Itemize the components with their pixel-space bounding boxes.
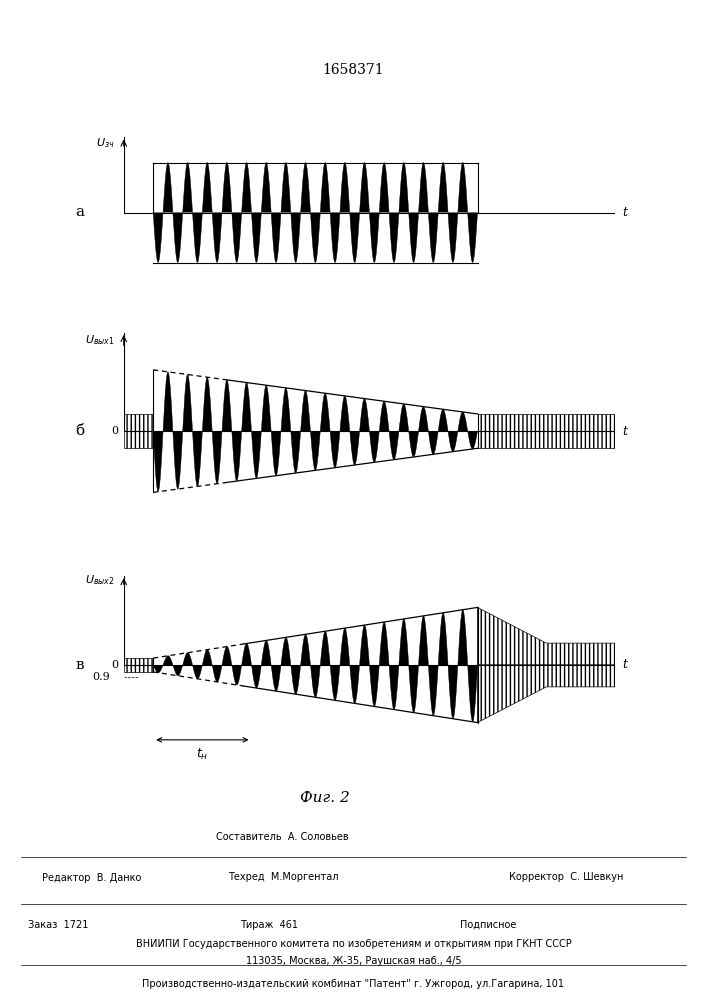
Text: $U_{вых1}$: $U_{вых1}$ [85,333,115,347]
Text: Корректор  С. Шевкун: Корректор С. Шевкун [509,872,624,883]
Text: в: в [75,658,83,672]
Text: 0: 0 [112,426,119,436]
Polygon shape [477,607,615,665]
Text: Фиг. 2: Фиг. 2 [300,790,350,804]
Text: 0: 0 [112,660,119,670]
Polygon shape [477,665,615,723]
Bar [124,658,153,665]
Text: б: б [75,424,84,438]
Text: Составитель  А. Соловьев: Составитель А. Соловьев [216,832,349,842]
Text: $t_{н}$: $t_{н}$ [197,747,209,762]
Text: Подписное: Подписное [460,920,516,930]
Bar [124,414,153,431]
Text: а: а [75,206,84,220]
Text: Техред  М.Моргентал: Техред М.Моргентал [228,872,338,883]
Text: ВНИИПИ Государственного комитета по изобретениям и открытиям при ГКНТ СССР: ВНИИПИ Государственного комитета по изоб… [136,939,571,949]
Text: 0.9: 0.9 [93,672,110,682]
Text: t: t [622,206,627,219]
Text: t: t [622,425,627,438]
Text: Тираж  461: Тираж 461 [240,920,298,930]
Text: Редактор  В. Данко: Редактор В. Данко [42,872,142,883]
Text: Производственно-издательский комбинат "Патент" г. Ужгород, ул.Гагарина, 101: Производственно-издательский комбинат "П… [143,979,564,989]
Text: $U_{зч}$: $U_{зч}$ [96,136,115,150]
Text: t: t [622,658,627,672]
Bar [477,414,615,431]
Text: Заказ  1721: Заказ 1721 [28,920,88,930]
Text: 113035, Москва, Ж-35, Раушская наб., 4/5: 113035, Москва, Ж-35, Раушская наб., 4/5 [246,956,461,966]
Bar [124,665,153,672]
Bar [477,431,615,448]
Bar [124,431,153,448]
Text: 1658371: 1658371 [322,63,385,77]
Text: $U_{вых2}$: $U_{вых2}$ [86,573,115,587]
